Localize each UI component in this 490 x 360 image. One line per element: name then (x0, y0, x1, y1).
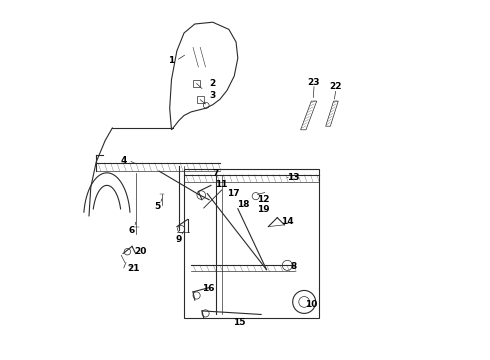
Text: 21: 21 (127, 265, 140, 274)
Bar (196, 96, 204, 103)
Text: 19: 19 (257, 205, 269, 214)
Bar (184, 169, 318, 318)
Text: 13: 13 (287, 173, 300, 182)
Text: 15: 15 (233, 318, 245, 327)
Text: 16: 16 (202, 284, 215, 293)
Text: 8: 8 (290, 262, 296, 271)
Text: 22: 22 (329, 82, 342, 91)
Text: 6: 6 (128, 226, 134, 235)
Text: 2: 2 (209, 80, 215, 89)
Text: 4: 4 (121, 156, 127, 165)
Text: 10: 10 (305, 300, 318, 309)
Text: 20: 20 (134, 247, 147, 256)
Text: 5: 5 (154, 202, 160, 211)
Text: 1: 1 (168, 56, 174, 65)
Bar (193, 80, 200, 87)
Text: 17: 17 (227, 189, 240, 198)
Text: 23: 23 (307, 78, 319, 87)
Text: 3: 3 (209, 91, 215, 100)
Text: 11: 11 (216, 180, 228, 189)
Text: 14: 14 (281, 217, 294, 226)
Text: 9: 9 (175, 235, 182, 244)
Text: 12: 12 (257, 195, 269, 204)
Text: 18: 18 (237, 200, 249, 209)
Text: 7: 7 (212, 169, 219, 178)
